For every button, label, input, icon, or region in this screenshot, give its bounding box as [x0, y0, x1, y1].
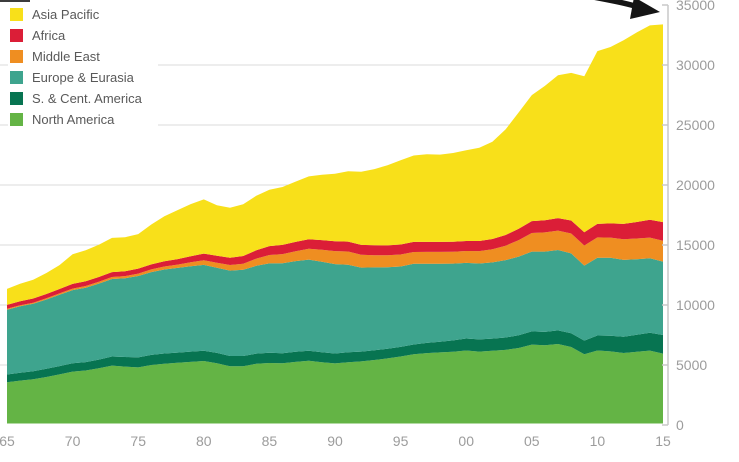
x-tick-label: 85	[262, 433, 278, 449]
legend: Asia Pacific Africa Middle East Europe & Eu…	[8, 6, 158, 130]
x-tick-label: 75	[130, 433, 146, 449]
legend-swatch-north-america-icon	[10, 113, 23, 126]
legend-item-s-cent-america: S. & Cent. America	[10, 92, 142, 105]
y-tick-label: 20000	[676, 177, 715, 193]
legend-swatch-europe-eurasia-icon	[10, 71, 23, 84]
x-tick-label: 70	[65, 433, 81, 449]
area-north-america	[7, 344, 663, 424]
legend-swatch-s-cent-america-icon	[10, 92, 23, 105]
legend-item-europe-eurasia: Europe & Eurasia	[10, 71, 142, 84]
area-asia-pacific	[7, 24, 663, 305]
y-tick-label: 25000	[676, 117, 715, 133]
y-tick-label: 15000	[676, 237, 715, 253]
y-tick-label: 5000	[676, 357, 707, 373]
area-africa	[7, 218, 663, 309]
annotation-arrow-head-icon	[630, 0, 660, 19]
legend-item-middle-east: Middle East	[10, 50, 142, 63]
area-s-cent-america	[7, 330, 663, 383]
legend-swatch-middle-east-icon	[10, 50, 23, 63]
y-tick-label: 10000	[676, 297, 715, 313]
x-tick-label: 80	[196, 433, 212, 449]
screenshot-edge-artifact	[0, 0, 30, 2]
legend-label-north-america: North America	[32, 112, 115, 127]
y-tick-label: 30000	[676, 57, 715, 73]
x-tick-label: 90	[327, 433, 343, 449]
legend-swatch-asia-pacific-icon	[10, 8, 23, 21]
x-tick-label: 10	[590, 433, 606, 449]
legend-label-europe-eurasia: Europe & Eurasia	[32, 70, 134, 85]
legend-label-middle-east: Middle East	[32, 49, 100, 64]
x-tick-label: 95	[393, 433, 409, 449]
legend-label-s-cent-america: S. & Cent. America	[32, 91, 142, 106]
legend-label-africa: Africa	[32, 28, 66, 43]
area-europe-eurasia	[7, 250, 663, 375]
x-tick-label: 65	[0, 433, 15, 449]
x-tick-label: 15	[655, 433, 671, 449]
legend-swatch-africa-icon	[10, 29, 23, 42]
y-tick-label: 35000	[676, 0, 715, 13]
x-tick-label: 05	[524, 433, 540, 449]
legend-label-asia-pacific: Asia Pacific	[32, 7, 100, 22]
x-tick-label: 00	[458, 433, 474, 449]
y-tick-label: 0	[676, 417, 684, 433]
legend-item-africa: Africa	[10, 29, 142, 42]
legend-item-asia-pacific: Asia Pacific	[10, 8, 142, 21]
area-middle-east	[7, 230, 663, 310]
legend-item-north-america: North America	[10, 113, 142, 126]
